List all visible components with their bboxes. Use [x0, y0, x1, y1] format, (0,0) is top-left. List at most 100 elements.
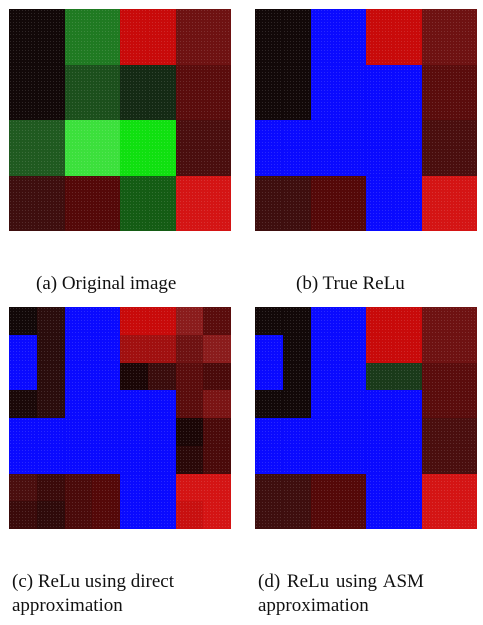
pixel-block: [282, 362, 311, 391]
pixel-block: [92, 36, 120, 65]
pixel-block: [120, 9, 148, 37]
pixel-block: [449, 64, 477, 93]
caption-c: (c) ReLu using direct approximation: [12, 570, 174, 618]
pixel-block: [449, 147, 477, 176]
pixel-block: [310, 307, 339, 335]
pixel-block: [147, 203, 176, 231]
pixel-block: [36, 9, 65, 37]
pixel-block: [282, 307, 311, 335]
pixel-block: [147, 334, 176, 363]
pixel-block: [203, 418, 231, 446]
pixel-block: [92, 445, 120, 474]
pixel-block: [175, 390, 204, 418]
pixel-block: [120, 147, 148, 176]
pixel-block: [175, 445, 204, 474]
figure-b-image: [255, 9, 477, 231]
pixel-block: [310, 362, 339, 391]
pixel-block: [92, 418, 120, 446]
pixel-block: [9, 9, 37, 37]
pixel-block: [120, 445, 148, 474]
pixel-block: [393, 473, 422, 502]
pixel-block: [203, 36, 231, 65]
pixel-block: [366, 36, 394, 65]
pixel-block: [310, 501, 339, 529]
pixel-block: [9, 307, 37, 335]
pixel-block: [338, 362, 366, 391]
pixel-block: [366, 390, 394, 418]
pixel-block: [255, 9, 283, 37]
pixel-block: [147, 445, 176, 474]
pixel-block: [9, 418, 37, 446]
pixel-block: [9, 64, 37, 93]
pixel-block: [36, 334, 65, 363]
pixel-block: [120, 307, 148, 335]
pixel-block: [120, 120, 148, 148]
pixel-block: [393, 501, 422, 529]
pixel-block: [449, 307, 477, 335]
pixel-block: [64, 64, 93, 93]
pixel-block: [338, 120, 366, 148]
pixel-block: [9, 36, 37, 65]
pixel-block: [9, 362, 37, 391]
pixel-block: [338, 418, 366, 446]
pixel-block: [421, 473, 450, 502]
pixel-block: [255, 501, 283, 529]
pixel-block: [147, 36, 176, 65]
caption-c-line-2: approximation: [12, 595, 123, 616]
pixel-block: [64, 147, 93, 176]
pixel-block: [310, 147, 339, 176]
pixel-block: [147, 120, 176, 148]
pixel-block: [36, 307, 65, 335]
figure-a-image: [9, 9, 231, 231]
pixel-block: [255, 203, 283, 231]
pixel-block: [449, 473, 477, 502]
pixel-block: [120, 36, 148, 65]
pixel-block: [282, 473, 311, 502]
pixel-block: [36, 445, 65, 474]
pixel-block: [338, 445, 366, 474]
pixel-block: [175, 36, 204, 65]
pixel-block: [203, 334, 231, 363]
caption-b: (b) True ReLu: [296, 272, 405, 296]
pixel-block: [92, 334, 120, 363]
pixel-block: [255, 334, 283, 363]
pixel-block: [449, 445, 477, 474]
pixel-block: [92, 501, 120, 529]
pixel-block: [282, 418, 311, 446]
pixel-block: [310, 418, 339, 446]
pixel-block: [64, 334, 93, 363]
pixel-block: [449, 501, 477, 529]
pixel-block: [9, 92, 37, 120]
pixel-block: [64, 120, 93, 148]
caption-d-line-1: (d) ReLu using ASM: [258, 571, 424, 592]
pixel-block: [310, 36, 339, 65]
caption-a-line-1: (a) Original image: [36, 273, 177, 294]
pixel-block: [92, 64, 120, 93]
pixel-block: [421, 120, 450, 148]
pixel-block: [393, 9, 422, 37]
pixel-block: [338, 64, 366, 93]
pixel-block: [421, 92, 450, 120]
pixel-block: [175, 64, 204, 93]
pixel-block: [64, 307, 93, 335]
pixel-block: [203, 390, 231, 418]
pixel-block: [421, 147, 450, 176]
pixel-block: [282, 175, 311, 204]
pixel-block: [449, 9, 477, 37]
pixel-block: [147, 473, 176, 502]
pixel-block: [203, 9, 231, 37]
pixel-block: [92, 9, 120, 37]
pixel-block: [393, 203, 422, 231]
pixel-block: [175, 501, 204, 529]
pixel-block: [282, 64, 311, 93]
pixel-block: [366, 334, 394, 363]
pixel-block: [175, 418, 204, 446]
pixel-block: [421, 501, 450, 529]
pixel-block: [36, 418, 65, 446]
pixel-block: [64, 473, 93, 502]
pixel-block: [64, 92, 93, 120]
pixel-block: [255, 36, 283, 65]
pixel-block: [338, 307, 366, 335]
pixel-block: [338, 390, 366, 418]
pixel-block: [310, 203, 339, 231]
